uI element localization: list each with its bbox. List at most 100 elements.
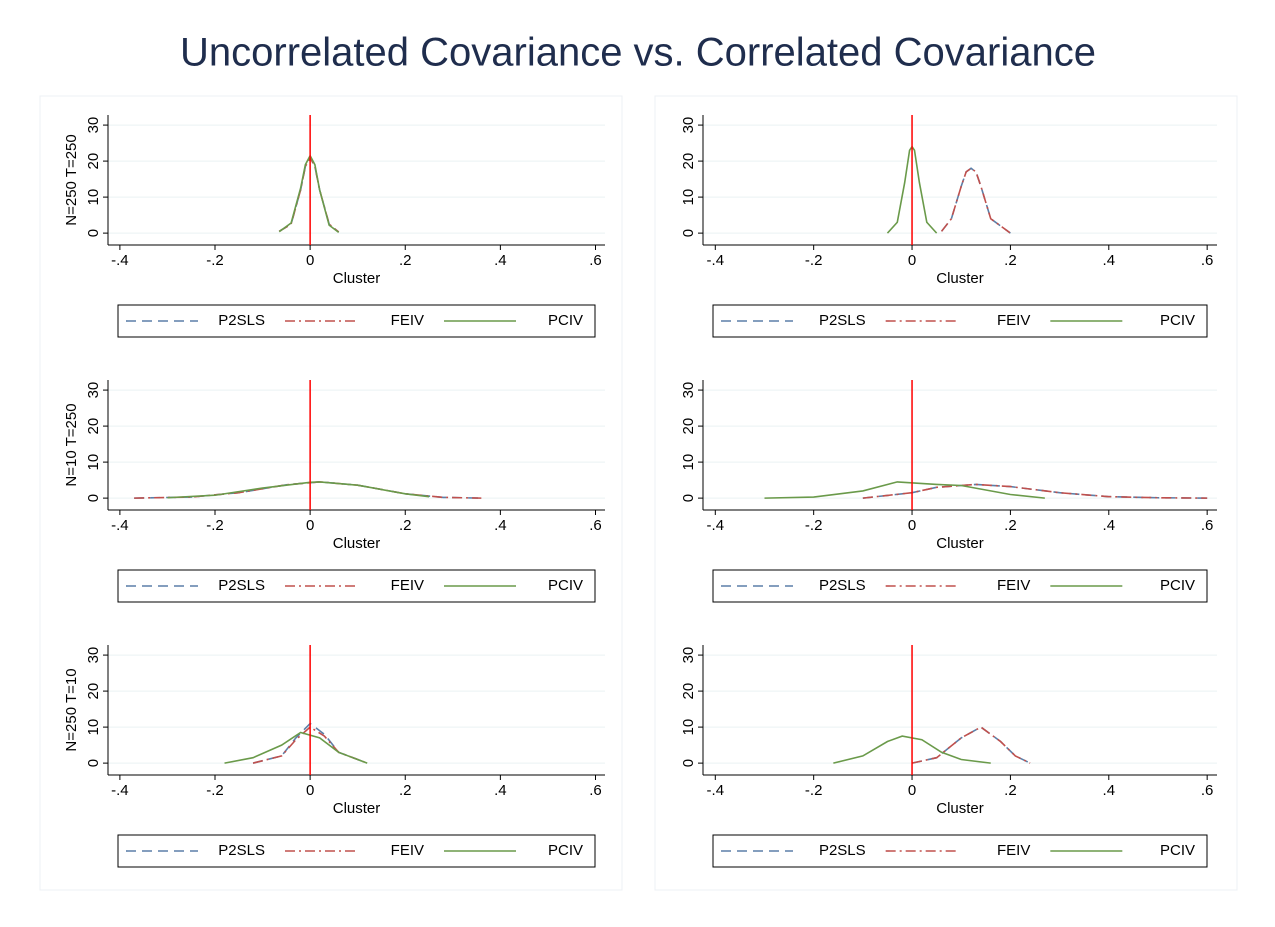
legend-label: FEIV bbox=[997, 312, 1030, 329]
plot-area bbox=[703, 380, 1217, 510]
legend-label: FEIV bbox=[997, 842, 1030, 859]
x-axis-label: Cluster bbox=[936, 270, 984, 287]
x-tick-label: .4 bbox=[494, 517, 507, 534]
y-tick-label: 10 bbox=[680, 454, 697, 471]
x-axis-label: Cluster bbox=[333, 270, 381, 287]
y-tick-label: 30 bbox=[85, 382, 102, 399]
legend-box bbox=[117, 304, 596, 338]
y-tick-label: 30 bbox=[680, 647, 697, 664]
y-tick-label: 0 bbox=[85, 494, 102, 502]
x-tick-label: -.4 bbox=[707, 782, 725, 799]
y-tick-label: 20 bbox=[680, 153, 697, 170]
x-tick-label: .6 bbox=[1201, 252, 1214, 269]
x-tick-label: -.4 bbox=[111, 782, 129, 799]
x-tick-label: -.4 bbox=[111, 252, 129, 269]
legend-label: P2SLS bbox=[819, 577, 866, 594]
y-tick-label: 20 bbox=[680, 418, 697, 435]
x-tick-label: -.2 bbox=[805, 782, 823, 799]
density-line bbox=[764, 481, 1045, 499]
legend-label: PCIV bbox=[548, 312, 583, 329]
y-tick-label: 10 bbox=[85, 719, 102, 736]
y-tick-label: 20 bbox=[85, 153, 102, 170]
x-tick-label: .4 bbox=[1103, 252, 1116, 269]
legend-label: FEIV bbox=[391, 842, 424, 859]
x-tick-label: -.2 bbox=[206, 782, 224, 799]
x-tick-label: 0 bbox=[306, 782, 314, 799]
y-axis-label: N=10 T=250 bbox=[63, 403, 80, 486]
y-tick-label: 30 bbox=[85, 117, 102, 134]
y-tick-label: 20 bbox=[85, 683, 102, 700]
y-axis-label: N=250 T=10 bbox=[63, 668, 80, 751]
legend-label: FEIV bbox=[391, 577, 424, 594]
y-tick-label: 20 bbox=[85, 418, 102, 435]
legend-label: PCIV bbox=[548, 842, 583, 859]
x-tick-label: .6 bbox=[589, 517, 602, 534]
legend-label: PCIV bbox=[1160, 577, 1195, 594]
y-tick-label: 0 bbox=[680, 759, 697, 767]
panel-frame bbox=[39, 95, 623, 891]
legend-label: P2SLS bbox=[819, 842, 866, 859]
x-tick-label: 0 bbox=[908, 252, 916, 269]
x-axis-label: Cluster bbox=[333, 535, 381, 552]
legend-label: P2SLS bbox=[218, 842, 265, 859]
x-tick-label: .6 bbox=[589, 252, 602, 269]
x-tick-label: -.2 bbox=[206, 517, 224, 534]
legend-label: PCIV bbox=[1160, 842, 1195, 859]
x-tick-label: .6 bbox=[1201, 517, 1214, 534]
x-tick-label: -.4 bbox=[707, 517, 725, 534]
y-tick-label: 0 bbox=[680, 229, 697, 237]
x-axis-label: Cluster bbox=[936, 535, 984, 552]
x-tick-label: .2 bbox=[399, 252, 412, 269]
x-tick-label: -.2 bbox=[206, 252, 224, 269]
x-tick-label: .6 bbox=[1201, 782, 1214, 799]
x-tick-label: 0 bbox=[306, 517, 314, 534]
panel-frame bbox=[654, 95, 1238, 891]
legend-box bbox=[712, 834, 1208, 868]
density-line bbox=[940, 167, 1011, 234]
legend-label: PCIV bbox=[548, 577, 583, 594]
x-tick-label: -.4 bbox=[707, 252, 725, 269]
density-line bbox=[911, 726, 1031, 764]
x-tick-label: 0 bbox=[306, 252, 314, 269]
legend-box bbox=[712, 304, 1208, 338]
x-tick-label: .2 bbox=[1004, 517, 1017, 534]
density-line bbox=[862, 483, 1208, 499]
x-tick-label: .4 bbox=[1103, 782, 1116, 799]
legend-label: FEIV bbox=[997, 577, 1030, 594]
legend-box bbox=[712, 569, 1208, 603]
y-axis-label: N=250 T=250 bbox=[63, 134, 80, 225]
x-tick-label: .4 bbox=[494, 782, 507, 799]
y-tick-label: 10 bbox=[85, 189, 102, 206]
legend-box bbox=[117, 569, 596, 603]
x-tick-label: 0 bbox=[908, 517, 916, 534]
x-tick-label: 0 bbox=[908, 782, 916, 799]
x-tick-label: .6 bbox=[589, 782, 602, 799]
x-axis-label: Cluster bbox=[333, 800, 381, 817]
x-tick-label: .2 bbox=[399, 517, 412, 534]
x-tick-label: -.2 bbox=[805, 252, 823, 269]
plot-area bbox=[703, 115, 1217, 245]
legend-label: FEIV bbox=[391, 312, 424, 329]
plot-area bbox=[108, 380, 605, 510]
y-tick-label: 10 bbox=[680, 719, 697, 736]
x-tick-label: .4 bbox=[494, 252, 507, 269]
x-tick-label: -.4 bbox=[111, 517, 129, 534]
y-tick-label: 30 bbox=[680, 117, 697, 134]
y-tick-label: 20 bbox=[680, 683, 697, 700]
y-tick-label: 10 bbox=[680, 189, 697, 206]
x-tick-label: .2 bbox=[1004, 252, 1017, 269]
x-tick-label: .2 bbox=[1004, 782, 1017, 799]
y-tick-label: 10 bbox=[85, 454, 102, 471]
y-tick-label: 0 bbox=[680, 494, 697, 502]
y-tick-label: 30 bbox=[680, 382, 697, 399]
legend-label: P2SLS bbox=[819, 312, 866, 329]
density-line bbox=[224, 731, 368, 764]
plot-area bbox=[703, 645, 1217, 775]
x-tick-label: -.2 bbox=[805, 517, 823, 534]
x-tick-label: .4 bbox=[1103, 517, 1116, 534]
legend-label: P2SLS bbox=[218, 312, 265, 329]
legend-label: P2SLS bbox=[218, 577, 265, 594]
y-tick-label: 30 bbox=[85, 647, 102, 664]
x-axis-label: Cluster bbox=[936, 800, 984, 817]
